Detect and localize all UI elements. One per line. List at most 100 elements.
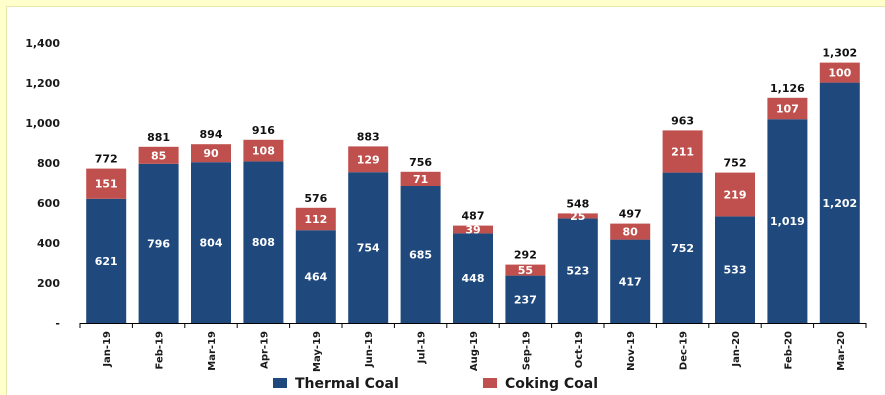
bar-thermal-coal: [191, 162, 231, 323]
bar-thermal-coal: [505, 275, 546, 323]
data-label-coking: 71: [413, 173, 428, 186]
y-tick-label: 800: [37, 157, 60, 170]
data-label-total: 752: [724, 157, 747, 170]
data-label-thermal: 533: [724, 264, 747, 277]
bar-coking-coal: [453, 225, 493, 234]
bar-thermal-coal: [819, 82, 860, 323]
data-label-coking: 80: [623, 226, 639, 239]
data-label-coking: 211: [671, 146, 694, 159]
legend-swatch-thermal: [273, 378, 287, 388]
data-label-total: 292: [514, 249, 537, 262]
data-label-total: 883: [357, 130, 380, 143]
y-tick-label: 600: [37, 197, 60, 210]
bar-thermal-coal: [348, 172, 389, 323]
bar-coking-coal: [557, 213, 598, 219]
data-label-coking: 100: [828, 67, 851, 80]
y-tick-label: 1,400: [25, 37, 60, 50]
data-label-coking: 112: [304, 213, 327, 226]
bar-thermal-coal: [138, 163, 179, 323]
data-label-thermal: 1,202: [822, 197, 857, 210]
data-label-total: 894: [200, 128, 223, 141]
data-label-thermal: 752: [671, 242, 694, 255]
bar-coking-coal: [662, 130, 703, 173]
data-label-total: 881: [147, 131, 170, 144]
data-label-coking: 25: [570, 210, 585, 223]
x-tick-label: Oct-19: [574, 331, 585, 368]
data-label-thermal: 417: [619, 275, 642, 288]
data-label-thermal: 754: [357, 242, 380, 255]
legend-swatch-coking: [483, 378, 497, 388]
data-label-coking: 108: [252, 145, 275, 158]
y-tick-label: -: [55, 317, 60, 330]
bar-coking-coal: [86, 168, 127, 199]
data-label-total: 487: [462, 210, 485, 223]
bar-coking-coal: [295, 207, 336, 231]
y-tick-label: 1,000: [25, 117, 60, 130]
data-label-total: 497: [619, 208, 642, 221]
data-label-total: 1,126: [770, 82, 805, 95]
x-tick-label: Mar-20: [836, 331, 847, 371]
data-label-thermal: 808: [252, 236, 275, 249]
x-tick-label: Jul-19: [417, 331, 428, 364]
y-tick-label: 1,200: [25, 77, 60, 90]
bar-thermal-coal: [610, 239, 651, 323]
bar-coking-coal: [819, 62, 860, 83]
bar-thermal-coal: [295, 230, 336, 323]
bar-coking-coal: [348, 146, 389, 173]
x-tick-label: Mar-19: [207, 331, 218, 371]
y-tick-label: 200: [37, 277, 60, 290]
bar-thermal-coal: [453, 233, 493, 323]
x-tick-label: May-19: [312, 331, 323, 372]
data-label-total: 548: [566, 197, 589, 210]
data-label-thermal: 685: [409, 249, 432, 262]
bar-coking-coal: [610, 223, 651, 240]
data-label-thermal: 1,019: [770, 215, 805, 228]
bar-thermal-coal: [400, 186, 441, 323]
data-label-coking: 151: [95, 178, 118, 191]
bar-thermal-coal: [662, 172, 703, 323]
data-label-thermal: 621: [95, 255, 118, 268]
x-tick-label: Apr-19: [259, 331, 270, 369]
bar-coking-coal: [400, 171, 441, 186]
bar-coking-coal: [138, 146, 179, 164]
data-label-thermal: 796: [147, 237, 170, 250]
data-label-total: 916: [252, 124, 275, 137]
data-label-coking: 55: [518, 264, 533, 277]
data-label-total: 1,302: [822, 47, 857, 60]
bar-coking-coal: [243, 139, 284, 162]
bar-coking-coal: [191, 144, 231, 163]
bar-thermal-coal: [767, 119, 808, 323]
data-label-coking: 129: [357, 153, 380, 166]
x-tick-label: Feb-20: [783, 331, 794, 369]
bar-thermal-coal: [557, 218, 598, 323]
bar-coking-coal: [715, 172, 755, 217]
data-label-thermal: 448: [462, 272, 485, 285]
data-label-total: 963: [671, 114, 694, 127]
data-label-thermal: 237: [514, 293, 537, 306]
x-tick-label: Jun-19: [364, 331, 375, 368]
bar-thermal-coal: [715, 216, 755, 323]
data-label-thermal: 804: [200, 237, 223, 250]
data-label-total: 756: [409, 156, 432, 169]
data-label-thermal: 523: [566, 265, 589, 278]
bar-coking-coal: [505, 264, 546, 276]
data-label-thermal: 464: [304, 271, 327, 284]
x-tick-label: Sep-19: [521, 331, 532, 370]
data-label-coking: 219: [724, 189, 747, 202]
data-label-coking: 39: [465, 224, 480, 237]
x-tick-label: Aug-19: [469, 331, 480, 371]
data-label-coking: 107: [776, 103, 799, 116]
x-tick-label: Nov-19: [626, 331, 637, 371]
bar-coking-coal: [767, 97, 808, 120]
legend-label-coking: Coking Coal: [505, 376, 598, 392]
bar-thermal-coal: [86, 198, 127, 323]
legend-label-thermal: Thermal Coal: [295, 376, 399, 392]
legend: Thermal Coal Coking Coal: [273, 376, 598, 392]
data-label-coking: 90: [203, 147, 219, 160]
data-label-total: 772: [95, 153, 118, 166]
x-tick-label: Dec-19: [679, 331, 690, 370]
data-label-total: 576: [304, 192, 327, 205]
bar-thermal-coal: [243, 161, 284, 323]
x-tick-label: Feb-19: [155, 331, 166, 369]
